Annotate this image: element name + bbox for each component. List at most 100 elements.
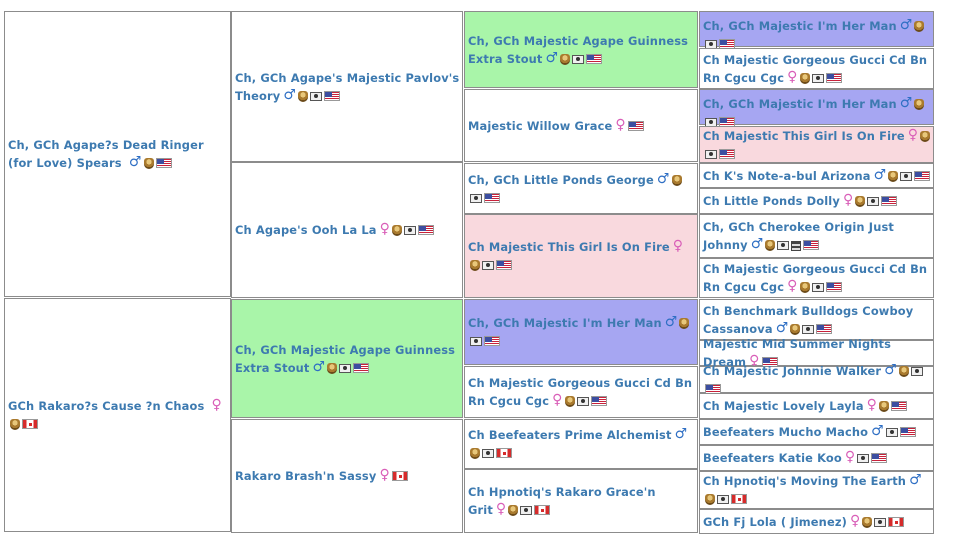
dog-name-link[interactable]: Ch Benchmark Bulldogs Cowboy Cassanova bbox=[703, 303, 914, 336]
gen3-cell-4: Ch Majestic This Girl Is On Fire ♀ bbox=[464, 214, 698, 298]
camera-icon bbox=[867, 197, 880, 206]
medal-icon bbox=[879, 401, 890, 412]
camera-icon bbox=[310, 91, 323, 101]
medal-icon bbox=[10, 419, 20, 430]
male-icon: ♂ bbox=[750, 236, 764, 252]
dog-name-link[interactable]: Beefeaters Mucho Macho bbox=[703, 425, 869, 439]
icon-group: ♂ bbox=[868, 423, 916, 439]
gen4-cell-12: Ch Majestic Lovely Layla ♀ bbox=[699, 393, 934, 419]
dog-name-link[interactable]: Ch Majestic Gorgeous Gucci Cd Bn Rn Cgcu… bbox=[703, 262, 928, 294]
medal-icon bbox=[392, 225, 403, 236]
icon-group: ♀ bbox=[377, 221, 435, 237]
flag-us-icon bbox=[825, 282, 842, 292]
dog-name-link[interactable]: GCh Rakaro?s Cause ?n Chaos bbox=[8, 399, 205, 413]
flag-ca-icon bbox=[731, 494, 747, 504]
female-icon: ♀ bbox=[552, 392, 563, 408]
dog-name-link[interactable]: Ch Hpnotiq's Rakaro Grace'n Grit bbox=[468, 485, 656, 517]
camera-icon bbox=[802, 324, 815, 334]
male-icon: ♂ bbox=[871, 423, 884, 439]
gen3-cell-7: Ch Beefeaters Prime Alchemist ♂ bbox=[464, 419, 698, 469]
camera-icon bbox=[777, 241, 790, 250]
camera-icon bbox=[482, 449, 494, 458]
female-icon: ♀ bbox=[379, 221, 391, 237]
camera-icon bbox=[470, 193, 482, 203]
dog-name-link[interactable]: Ch Little Ponds Dolly bbox=[703, 194, 840, 208]
gen4-cell-8: Ch Majestic Gorgeous Gucci Cd Bn Rn Cgcu… bbox=[699, 258, 934, 298]
icon-group: ♀ bbox=[468, 239, 683, 272]
gen3-cell-1: Ch, GCh Majestic Agape Guinness Extra St… bbox=[464, 11, 698, 88]
medal-icon bbox=[898, 365, 909, 377]
flag-ca-icon bbox=[496, 448, 512, 458]
gen4-cell-9: Ch Benchmark Bulldogs Cowboy Cassanova ♂ bbox=[699, 299, 934, 340]
icon-group: ♀ bbox=[549, 392, 607, 408]
flag-us-icon bbox=[871, 453, 888, 463]
flag-us-icon bbox=[705, 383, 721, 394]
dog-name-link[interactable]: Ch Majestic Lovely Layla bbox=[703, 399, 864, 413]
flag-us-icon bbox=[484, 336, 500, 346]
camera-icon bbox=[811, 283, 824, 292]
dog-name-link[interactable]: Ch, GCh Little Ponds George bbox=[468, 172, 654, 187]
icon-group: ♀ bbox=[840, 193, 898, 208]
icon-group: ♂ bbox=[468, 315, 690, 348]
gen3-cell-8: Ch Hpnotiq's Rakaro Grace'n Grit ♀ bbox=[464, 469, 698, 533]
medal-icon bbox=[888, 170, 899, 182]
gen3-cell-5: Ch, GCh Majestic I'm Her Man ♂ bbox=[464, 299, 698, 365]
dog-name-link[interactable]: GCh Fj Lola ( Jimenez) bbox=[703, 514, 847, 529]
dog-name-link[interactable]: Ch, GCh Cherokee Origin Just Johnny bbox=[703, 220, 894, 252]
gen3-cell-2: Majestic Willow Grace ♀ bbox=[464, 89, 698, 162]
dog-name-link[interactable]: Ch Majestic Johnnie Walker bbox=[703, 363, 882, 378]
flag-us-icon bbox=[418, 225, 435, 235]
dog-name-link[interactable]: Ch, GCh Majestic I'm Her Man bbox=[703, 19, 897, 33]
icon-group: ♂ bbox=[703, 472, 922, 506]
dog-name-link[interactable]: Ch Agape's Ooh La La bbox=[235, 223, 377, 237]
dog-name-link[interactable]: Ch K's Note-a-bul Arizona bbox=[703, 168, 871, 183]
flag-us-icon bbox=[353, 362, 370, 373]
dog-entry: GCh Rakaro?s Cause ?n Chaos ♀ bbox=[8, 397, 228, 433]
gen2-cell-2: Ch Agape's Ooh La La ♀ bbox=[231, 162, 463, 298]
camera-icon bbox=[717, 495, 729, 504]
gen4-cell-7: Ch, GCh Cherokee Origin Just Johnny ♂ bbox=[699, 214, 934, 258]
dog-name-link[interactable]: Ch Hpnotiq's Moving The Earth bbox=[703, 474, 907, 488]
male-icon: ♂ bbox=[128, 154, 142, 170]
dog-name-link[interactable]: Ch, GCh Majestic I'm Her Man bbox=[468, 316, 662, 330]
flag-us-icon bbox=[496, 260, 512, 270]
gen4-cell-15: Ch Hpnotiq's Moving The Earth ♂ bbox=[699, 471, 934, 509]
medal-icon bbox=[790, 323, 801, 335]
medal-icon bbox=[679, 318, 690, 329]
gen4-cell-11: Ch Majestic Johnnie Walker ♂ bbox=[699, 363, 934, 394]
dog-name-link[interactable]: Majestic Willow Grace bbox=[468, 118, 613, 133]
flag-us-icon bbox=[484, 192, 500, 203]
female-icon: ♀ bbox=[844, 449, 856, 465]
camera-icon bbox=[576, 397, 589, 406]
dog-name-link[interactable]: Ch, GCh Majestic Agape Guinness Extra St… bbox=[468, 33, 689, 66]
medal-icon bbox=[799, 72, 810, 84]
male-icon: ♂ bbox=[884, 361, 897, 378]
dog-name-link[interactable]: Ch Majestic Gorgeous Gucci Cd Bn Rn Cgcu… bbox=[468, 376, 693, 408]
dog-name-link[interactable]: Beefeaters Katie Koo bbox=[703, 451, 842, 465]
medal-icon bbox=[671, 174, 682, 186]
icon-group: ♂ bbox=[468, 427, 687, 460]
dog-name-link[interactable]: Ch, GCh Agape's Majestic Pavlov's Theory bbox=[235, 70, 460, 103]
dog-name-link[interactable]: Ch, GCh Majestic Agape Guinness Extra St… bbox=[235, 342, 456, 375]
camera-icon bbox=[404, 226, 417, 235]
male-icon: ♂ bbox=[909, 472, 922, 488]
gen4-cell-1: Ch, GCh Majestic I'm Her Man ♂ bbox=[699, 11, 934, 49]
medal-icon bbox=[470, 448, 480, 459]
camera-icon bbox=[857, 454, 870, 463]
icon-group: ♂ bbox=[703, 18, 925, 51]
icon-group: ♂ bbox=[280, 88, 341, 103]
dog-name-link[interactable]: Ch Beefeaters Prime Alchemist bbox=[468, 428, 672, 442]
camera-icon bbox=[572, 54, 585, 64]
icon-group: ♀ bbox=[703, 128, 931, 161]
icon-group: ♀ bbox=[784, 70, 842, 85]
dog-name-link[interactable]: Ch Majestic This Girl Is On Fire bbox=[703, 128, 905, 143]
flag-us-icon bbox=[881, 196, 898, 206]
dog-name-link[interactable]: Rakaro Brash'n Sassy bbox=[235, 469, 377, 483]
dog-name-link[interactable]: Ch, GCh Agape?s Dead Ringer (for Love) S… bbox=[8, 138, 204, 170]
icon-group: ♀ bbox=[376, 468, 408, 483]
dog-name-link[interactable]: Majestic Mid Summer Nights Dream bbox=[703, 337, 892, 369]
dog-name-link[interactable]: Ch Majestic This Girl Is On Fire bbox=[468, 240, 670, 254]
dog-name-link[interactable]: Ch Majestic Gorgeous Gucci Cd Bn Rn Cgcu… bbox=[703, 52, 928, 85]
dog-name-link[interactable]: Ch, GCh Majestic I'm Her Man bbox=[703, 97, 897, 111]
medal-icon bbox=[705, 494, 715, 505]
